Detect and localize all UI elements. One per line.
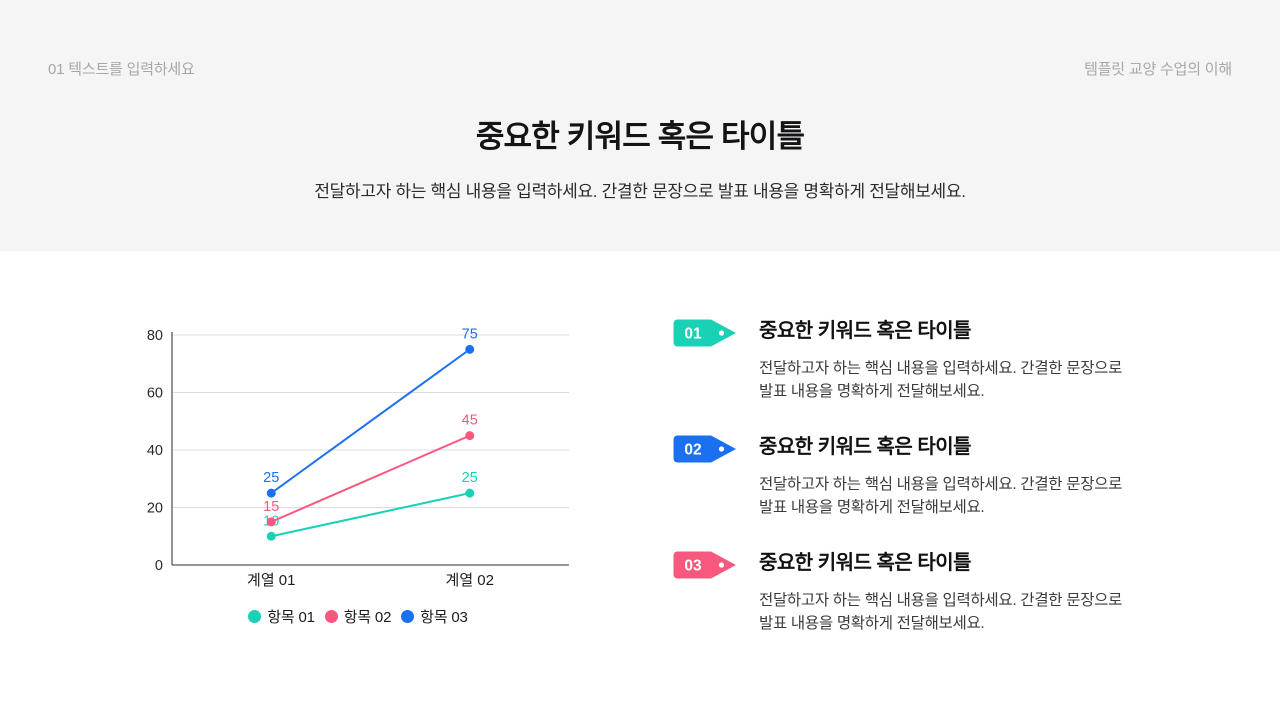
- svg-text:60: 60: [147, 386, 163, 402]
- legend-label: 항목 02: [343, 609, 392, 626]
- item-body: 중요한 키워드 혹은 타이틀 전달하고자 하는 핵심 내용을 입력하세요. 간결…: [759, 550, 1125, 635]
- legend-dot-icon: [401, 610, 415, 623]
- item-description-line: 전달하고자 하는 핵심 내용을 입력하세요. 간결한 문장으로: [759, 476, 1123, 493]
- badge-number: 01: [684, 326, 702, 343]
- chart-legend: 항목 01 항목 02 항목 03: [140, 606, 600, 627]
- svg-text:80: 80: [147, 328, 163, 344]
- item-description-line: 전달하고자 하는 핵심 내용을 입력하세요. 간결한 문장으로: [759, 360, 1123, 377]
- item-description-line: 발표 내용을 명확하게 전달해보세요.: [759, 615, 985, 632]
- item-description-line: 발표 내용을 명확하게 전달해보세요.: [759, 499, 985, 516]
- svg-text:40: 40: [147, 443, 163, 459]
- svg-text:25: 25: [263, 470, 279, 486]
- legend-item: 항목 02: [324, 606, 392, 627]
- svg-text:계열 01: 계열 01: [247, 572, 295, 589]
- page-subtitle: 전달하고자 하는 핵심 내용을 입력하세요. 간결한 문장으로 발표 내용을 명…: [314, 182, 966, 201]
- svg-text:45: 45: [462, 413, 478, 429]
- number-tag-icon: 02: [673, 435, 736, 463]
- legend-item: 항목 01: [248, 606, 315, 627]
- svg-text:75: 75: [462, 326, 478, 342]
- list-item: 02 중요한 키워드 혹은 타이틀 전달하고자 하는 핵심 내용을 입력하세요.…: [673, 434, 1125, 519]
- item-description: 전달하고자 하는 핵심 내용을 입력하세요. 간결한 문장으로 발표 내용을 명…: [759, 473, 1125, 519]
- header-band: 01 텍스트를 입력하세요 템플릿 교양 수업의 이해 중요한 키워드 혹은 타…: [0, 0, 1280, 251]
- item-description: 전달하고자 하는 핵심 내용을 입력하세요. 간결한 문장으로 발표 내용을 명…: [759, 589, 1125, 635]
- tag-hole-dot: [718, 330, 725, 336]
- badge-number: 03: [684, 558, 702, 575]
- svg-text:계열 02: 계열 02: [446, 572, 494, 589]
- page-title: 중요한 키워드 혹은 타이틀: [475, 119, 805, 154]
- legend-item: 항목 03: [401, 606, 468, 627]
- item-title: 중요한 키워드 혹은 타이틀: [759, 436, 972, 458]
- item-title: 중요한 키워드 혹은 타이틀: [759, 320, 972, 342]
- badge-number: 02: [684, 442, 701, 459]
- legend-label: 항목 03: [420, 609, 468, 626]
- item-description: 전달하고자 하는 핵심 내용을 입력하세요. 간결한 문장으로 발표 내용을 명…: [759, 357, 1125, 403]
- svg-text:15: 15: [263, 499, 279, 515]
- tag-hole-dot: [718, 446, 725, 452]
- number-tag-icon: 01: [673, 319, 736, 347]
- number-tag-icon: 03: [673, 551, 736, 579]
- item-body: 중요한 키워드 혹은 타이틀 전달하고자 하는 핵심 내용을 입력하세요. 간결…: [759, 434, 1125, 519]
- header-meta: 01 텍스트를 입력하세요 템플릿 교양 수업의 이해: [48, 58, 1232, 79]
- item-description-line: 전달하고자 하는 핵심 내용을 입력하세요. 간결한 문장으로: [759, 592, 1123, 609]
- svg-text:0: 0: [155, 558, 163, 574]
- keyword-item-list: 01 중요한 키워드 혹은 타이틀 전달하고자 하는 핵심 내용을 입력하세요.…: [673, 318, 1125, 666]
- svg-text:20: 20: [147, 501, 163, 517]
- legend-dot-icon: [324, 610, 338, 623]
- svg-text:25: 25: [462, 470, 478, 486]
- tag-hole-dot: [718, 562, 725, 568]
- legend-label: 항목 01: [267, 609, 315, 626]
- legend-dot-icon: [248, 610, 262, 623]
- list-item: 01 중요한 키워드 혹은 타이틀 전달하고자 하는 핵심 내용을 입력하세요.…: [673, 318, 1125, 403]
- course-title-label: 템플릿 교양 수업의 이해: [1084, 61, 1232, 78]
- item-description-line: 발표 내용을 명확하게 전달해보세요.: [759, 383, 985, 400]
- item-title: 중요한 키워드 혹은 타이틀: [759, 552, 972, 574]
- slide-section-label: 01 텍스트를 입력하세요: [48, 61, 195, 78]
- item-body: 중요한 키워드 혹은 타이틀 전달하고자 하는 핵심 내용을 입력하세요. 간결…: [759, 318, 1125, 403]
- list-item: 03 중요한 키워드 혹은 타이틀 전달하고자 하는 핵심 내용을 입력하세요.…: [673, 550, 1125, 635]
